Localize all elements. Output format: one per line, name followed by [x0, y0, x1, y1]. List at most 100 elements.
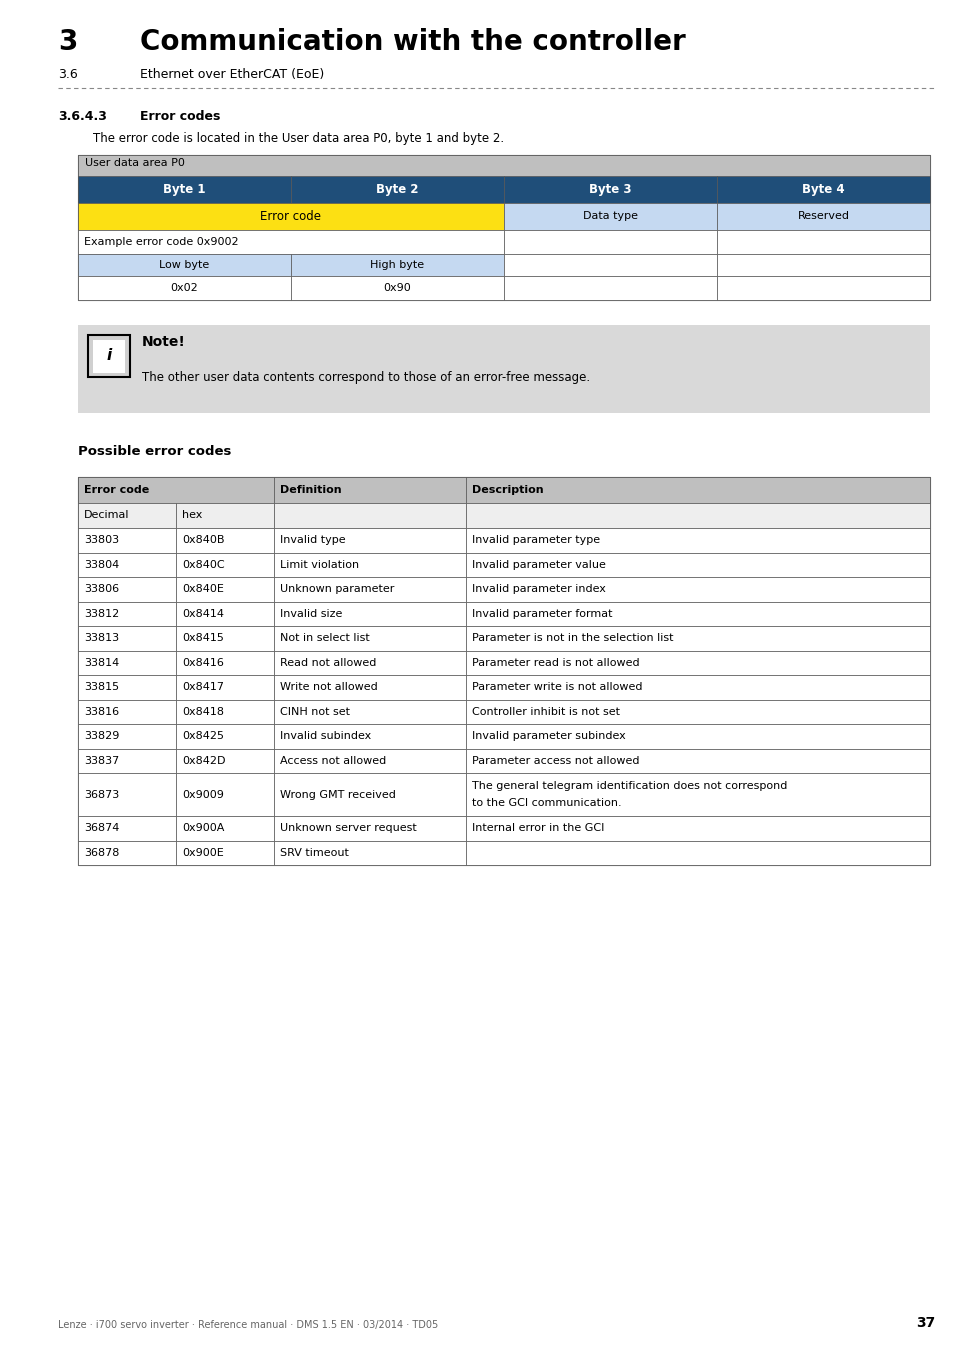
- Text: Error code: Error code: [260, 209, 321, 223]
- Bar: [78, 230, 503, 254]
- Text: Invalid size: Invalid size: [279, 609, 342, 618]
- Bar: [78, 275, 291, 300]
- Text: Low byte: Low byte: [159, 259, 210, 270]
- Text: 37: 37: [915, 1316, 934, 1330]
- Text: Parameter read is not allowed: Parameter read is not allowed: [471, 657, 639, 668]
- Bar: [717, 254, 929, 275]
- Bar: [274, 724, 465, 748]
- Text: Definition: Definition: [279, 485, 341, 494]
- Bar: [78, 651, 175, 675]
- Text: Invalid parameter value: Invalid parameter value: [471, 560, 605, 570]
- Bar: [175, 748, 274, 774]
- Bar: [274, 699, 465, 724]
- Text: Wrong GMT received: Wrong GMT received: [279, 790, 395, 799]
- Bar: [78, 477, 274, 502]
- Bar: [465, 748, 929, 774]
- Bar: [465, 502, 929, 528]
- Text: Invalid parameter subindex: Invalid parameter subindex: [471, 732, 625, 741]
- Text: Byte 4: Byte 4: [801, 184, 844, 196]
- Bar: [274, 774, 465, 815]
- Bar: [465, 675, 929, 699]
- Bar: [175, 815, 274, 841]
- Bar: [78, 155, 929, 300]
- Text: Controller inhibit is not set: Controller inhibit is not set: [471, 707, 619, 717]
- Text: Internal error in the GCI: Internal error in the GCI: [471, 824, 603, 833]
- Bar: [465, 724, 929, 748]
- Text: Write not allowed: Write not allowed: [279, 682, 377, 693]
- Text: Note!: Note!: [142, 335, 186, 350]
- Text: The general telegram identification does not correspond: The general telegram identification does…: [471, 780, 786, 791]
- Bar: [503, 230, 717, 254]
- Text: Reserved: Reserved: [797, 211, 848, 221]
- Text: 36874: 36874: [84, 824, 119, 833]
- Bar: [717, 202, 929, 230]
- Bar: [503, 177, 717, 202]
- Bar: [274, 815, 465, 841]
- Bar: [175, 774, 274, 815]
- Text: Ethernet over EtherCAT (EoE): Ethernet over EtherCAT (EoE): [140, 68, 324, 81]
- Text: Data type: Data type: [582, 211, 638, 221]
- Bar: [465, 815, 929, 841]
- Text: The other user data contents correspond to those of an error-free message.: The other user data contents correspond …: [142, 371, 590, 383]
- Bar: [274, 651, 465, 675]
- Bar: [503, 275, 717, 300]
- Bar: [465, 602, 929, 626]
- Text: 0x90: 0x90: [383, 282, 411, 293]
- Bar: [465, 626, 929, 651]
- Text: 0x9009: 0x9009: [182, 790, 224, 799]
- Bar: [78, 552, 175, 576]
- Text: 0x840B: 0x840B: [182, 535, 224, 545]
- Text: 33815: 33815: [84, 682, 119, 693]
- Text: Parameter access not allowed: Parameter access not allowed: [471, 756, 639, 765]
- Text: Communication with the controller: Communication with the controller: [140, 28, 685, 55]
- Text: 33803: 33803: [84, 535, 119, 545]
- Text: to the GCI communication.: to the GCI communication.: [471, 798, 620, 809]
- Bar: [78, 675, 175, 699]
- Bar: [291, 177, 503, 202]
- Text: hex: hex: [182, 510, 202, 520]
- Bar: [175, 699, 274, 724]
- Bar: [78, 774, 175, 815]
- Text: 33837: 33837: [84, 756, 119, 765]
- Bar: [465, 528, 929, 552]
- Text: 0x8425: 0x8425: [182, 732, 224, 741]
- Bar: [465, 841, 929, 865]
- Text: 3: 3: [58, 28, 77, 55]
- Text: 0x900A: 0x900A: [182, 824, 224, 833]
- Text: 33813: 33813: [84, 633, 119, 643]
- Text: Error codes: Error codes: [140, 109, 220, 123]
- Text: Not in select list: Not in select list: [279, 633, 370, 643]
- Text: Invalid parameter type: Invalid parameter type: [471, 535, 599, 545]
- Text: 33816: 33816: [84, 707, 119, 717]
- Text: i: i: [107, 348, 112, 363]
- Text: The error code is located in the User data area P0, byte 1 and byte 2.: The error code is located in the User da…: [92, 132, 503, 144]
- Bar: [175, 552, 274, 576]
- Text: 3.6: 3.6: [58, 68, 77, 81]
- Text: Possible error codes: Possible error codes: [78, 446, 232, 458]
- Text: Decimal: Decimal: [84, 510, 130, 520]
- Bar: [78, 699, 175, 724]
- Bar: [465, 651, 929, 675]
- Text: Byte 2: Byte 2: [375, 184, 418, 196]
- Text: 0x8415: 0x8415: [182, 633, 224, 643]
- Bar: [78, 748, 175, 774]
- Bar: [465, 477, 929, 502]
- Text: Lenze · i700 servo inverter · Reference manual · DMS 1.5 EN · 03/2014 · TD05: Lenze · i700 servo inverter · Reference …: [58, 1320, 437, 1330]
- Bar: [175, 626, 274, 651]
- Text: CINH not set: CINH not set: [279, 707, 350, 717]
- Text: Error code: Error code: [84, 485, 149, 494]
- Text: Invalid parameter format: Invalid parameter format: [471, 609, 612, 618]
- Text: 36878: 36878: [84, 848, 119, 857]
- Bar: [78, 155, 929, 177]
- Text: 0x842D: 0x842D: [182, 756, 225, 765]
- Bar: [503, 254, 717, 275]
- Bar: [175, 724, 274, 748]
- Bar: [175, 602, 274, 626]
- Bar: [465, 774, 929, 815]
- Bar: [274, 841, 465, 865]
- Bar: [78, 477, 929, 865]
- Bar: [175, 528, 274, 552]
- Text: Byte 1: Byte 1: [163, 184, 206, 196]
- Text: 0x840C: 0x840C: [182, 560, 224, 570]
- Bar: [78, 502, 175, 528]
